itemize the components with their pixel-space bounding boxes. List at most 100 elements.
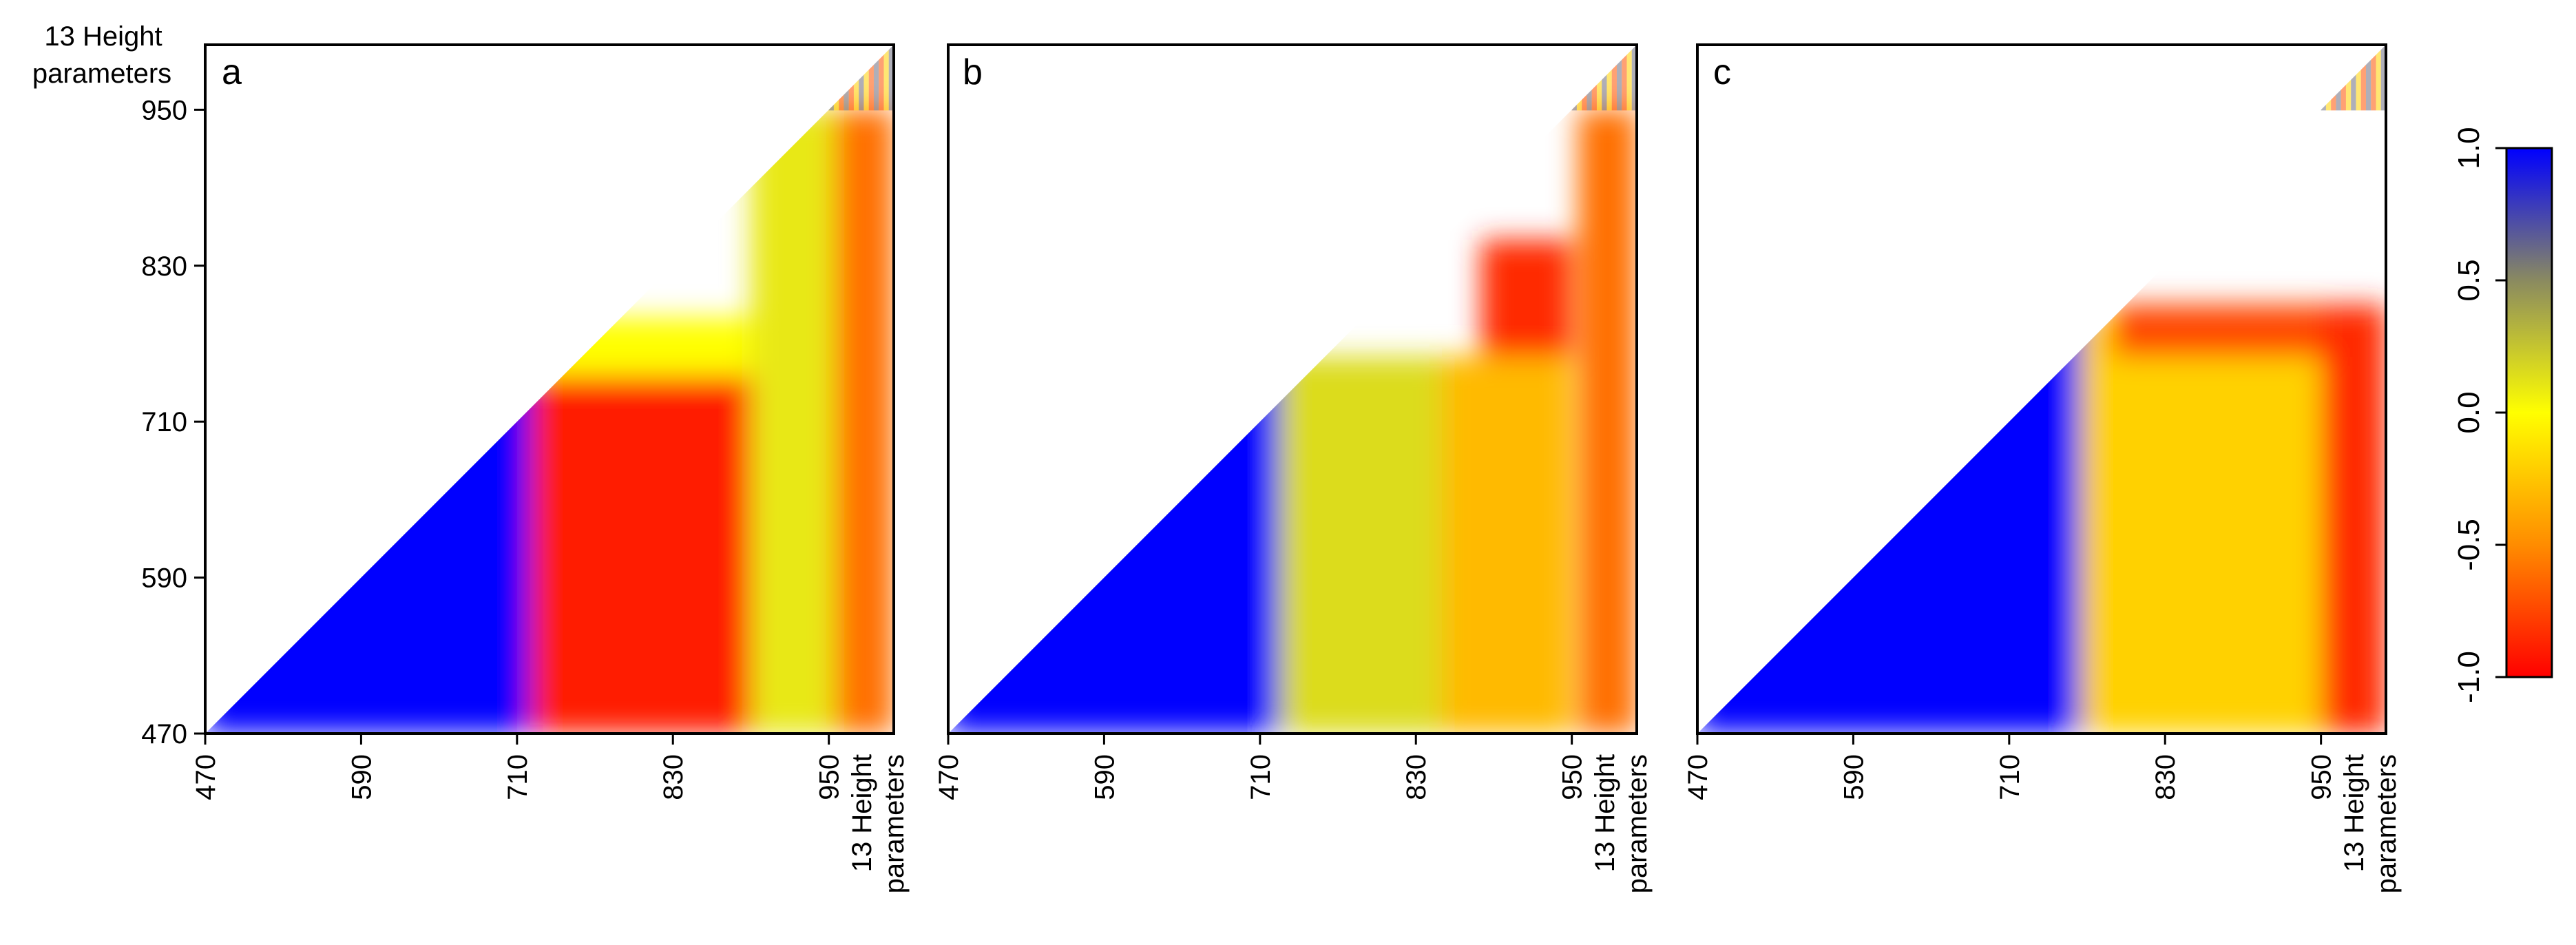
- panel-a-x-tick-label-830: 830: [658, 754, 689, 800]
- panel-a-x-extra-label-1: 13 Height: [847, 754, 877, 872]
- panel-a-height-stripe-7: [863, 45, 869, 111]
- panel-a-height-stripe-12: [888, 45, 894, 111]
- panel-c-region-0: [1697, 45, 2081, 734]
- panel-b-x-tick-label-470: 470: [934, 754, 964, 800]
- panel-b-height-stripe-11: [1626, 45, 1632, 111]
- panel-c-height-stripe-11: [2376, 45, 2381, 111]
- panel-c-region-1: [2080, 318, 2321, 734]
- panel-b-region-0: [948, 45, 1280, 734]
- panel-a-height-stripe-2: [839, 45, 844, 111]
- panel-a-x-extra-label-2: parameters: [879, 754, 910, 893]
- panel-b-x-tick-label-590: 590: [1089, 754, 1120, 800]
- panel-b-x-extra-label-1: 13 Height: [1590, 754, 1620, 872]
- panel-a-region-4: [835, 110, 894, 734]
- panel-c-x-tick-label-590: 590: [1839, 754, 1869, 800]
- panel-b-region-2: [1441, 356, 1572, 734]
- panel-b-region-1: [1279, 356, 1442, 734]
- panel-c-x-tick-label-830: 830: [2150, 754, 2181, 800]
- colorbar-tick-label--0.5: -0.5: [2452, 519, 2486, 571]
- panel-b-x-axis: 470 590 710 830 950 13 Height parameters: [934, 734, 1653, 893]
- panel-b-height-stripe-5: [1596, 45, 1602, 111]
- panel-c-height-stripe-10: [2371, 45, 2376, 111]
- panel-c-height-stripe-7: [2356, 45, 2361, 111]
- panel-c-region-2: [2113, 304, 2321, 357]
- panel-a-heatmap: [205, 45, 894, 734]
- panel-a-height-stripe-1: [833, 45, 839, 111]
- panel-c-height-stripe-8: [2360, 45, 2366, 111]
- panel-c-height-stripe-3: [2336, 45, 2341, 111]
- panel-b-height-stripe-1: [1576, 45, 1582, 111]
- panel-c-frame: [1696, 43, 2387, 735]
- panel-c-height-stripe-1: [2325, 45, 2332, 111]
- y-tick-label-710: 710: [141, 407, 187, 437]
- panel-a-height-stripe-4: [848, 45, 854, 111]
- panel-b-x-extra-label-2: parameters: [1622, 754, 1653, 893]
- panel-a-x-tick-label-710: 710: [503, 754, 533, 800]
- panel-b-height-stripe-3: [1587, 45, 1592, 111]
- panel-b-region-3: [1480, 240, 1572, 357]
- colorbar-tick-label--1.0: -1.0: [2452, 651, 2486, 703]
- panel-c-x-extra-label-1: 13 Height: [2339, 754, 2369, 872]
- panel-a-height-stripe-6: [859, 45, 864, 111]
- panel-c-height-stripe-2: [2331, 45, 2336, 111]
- panel-a-height-stripe-11: [883, 45, 889, 111]
- panel-c-height-stripe-0: [2321, 45, 2326, 111]
- panel-b-height-stripe-9: [1616, 45, 1622, 111]
- colorbar: -1.0 -0.5 0.0 0.5 1.0: [2452, 127, 2553, 703]
- panel-a-height-stripe-3: [844, 45, 849, 111]
- panel-b-height-stripe-12: [1631, 45, 1637, 111]
- panel-c-x-tick-label-470: 470: [1683, 754, 1713, 800]
- panel-a-frame: [204, 43, 895, 735]
- panel-a-height-stripe-10: [879, 45, 884, 111]
- panel-c-height-stripe-4: [2341, 45, 2346, 111]
- panel-b-height-stripe-7: [1606, 45, 1612, 111]
- panel-b-letter: b: [963, 52, 983, 92]
- panel-c-height-stripe-6: [2351, 45, 2356, 111]
- panel-a-height-stripe-5: [853, 45, 859, 111]
- panel-c-height-stripe-9: [2365, 45, 2371, 111]
- panel-c-region-3: [2321, 304, 2386, 734]
- colorbar-tick-label-1.0: 1.0: [2452, 127, 2486, 169]
- y-tick-label-590: 590: [141, 563, 187, 594]
- panel-a-height-stripe-9: [873, 45, 879, 111]
- panel-b-height-stripe-4: [1591, 45, 1597, 111]
- y-tick-label-950: 950: [141, 95, 187, 125]
- panel-c-x-tick-label-710: 710: [1995, 754, 2025, 800]
- panel-b-x-tick-label-710: 710: [1246, 754, 1276, 800]
- panel-c-x-extra-label-2: parameters: [2371, 754, 2402, 893]
- y-axis-top-label-line2: parameters: [32, 59, 171, 89]
- panel-a-height-stripe-0: [828, 45, 834, 111]
- y-axis-top-label-line1: 13 Height: [44, 21, 162, 52]
- panel-c: c 470 590 710 830 950 13 Height parameters: [1683, 43, 2402, 893]
- panel-c-letter: c: [1713, 52, 1731, 92]
- panel-c-x-tick-label-950: 950: [2307, 754, 2337, 800]
- panel-a-height-stripe-8: [868, 45, 874, 111]
- panel-b-height-stripe-10: [1622, 45, 1627, 111]
- panel-b-x-tick-label-830: 830: [1401, 754, 1432, 800]
- panel-a-x-tick-label-470: 470: [191, 754, 221, 800]
- colorbar-tick-label-0.5: 0.5: [2452, 259, 2486, 301]
- panel-b-x-tick-label-950: 950: [1558, 754, 1588, 800]
- panel-c-height-stripe-5: [2345, 45, 2352, 111]
- panel-c-heatmap: [1697, 45, 2386, 734]
- panel-a-letter: a: [222, 52, 242, 92]
- y-tick-label-470: 470: [141, 719, 187, 749]
- colorbar-ticks: -1.0 -0.5 0.0 0.5 1.0: [2452, 127, 2506, 703]
- panel-c-height-stripe-12: [2380, 45, 2386, 111]
- panel-b-height-stripe-8: [1611, 45, 1617, 111]
- panel-a-region-0: [205, 45, 530, 734]
- panel-a-x-tick-label-590: 590: [346, 754, 377, 800]
- panel-b: b 470 590 710 830 950 13 Height parameters: [934, 43, 1653, 893]
- y-tick-label-830: 830: [141, 251, 187, 282]
- panel-a-y-axis: 470 590 710 830 950: [141, 95, 205, 749]
- panel-b-height-stripe-6: [1602, 45, 1607, 111]
- panel-b-region-4: [1578, 110, 1637, 734]
- panel-a-x-axis: 470 590 710 830 950 13 Height parameters: [191, 734, 910, 893]
- panel-a-x-tick-label-950: 950: [815, 754, 845, 800]
- panel-a-region-3: [751, 110, 836, 734]
- panel-b-height-stripe-2: [1582, 45, 1587, 111]
- panel-b-height-stripe-0: [1571, 45, 1577, 111]
- colorbar-tick-label-0.0: 0.0: [2452, 391, 2486, 433]
